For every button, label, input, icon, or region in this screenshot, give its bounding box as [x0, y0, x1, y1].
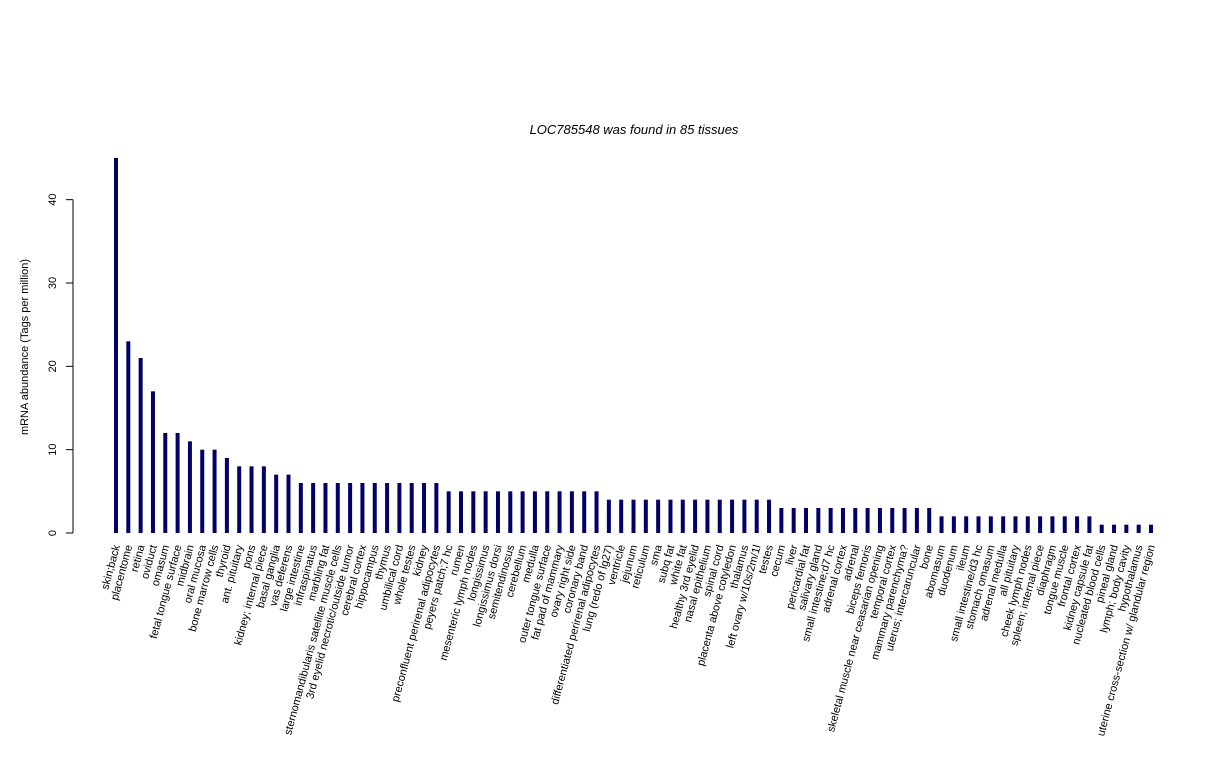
- bar: [877, 508, 882, 533]
- bar: [323, 483, 328, 533]
- bar: [594, 491, 599, 533]
- bar: [385, 483, 390, 533]
- bar: [224, 458, 229, 533]
- bar: [434, 483, 439, 533]
- bar: [951, 516, 956, 533]
- bar: [988, 516, 993, 533]
- bar: [286, 474, 291, 533]
- bar: [237, 466, 242, 533]
- bar: [890, 508, 895, 533]
- bar: [175, 433, 180, 533]
- bar: [865, 508, 870, 533]
- bar: [1062, 516, 1067, 533]
- bar: [1075, 516, 1080, 533]
- bar: [631, 499, 636, 533]
- bar: [126, 341, 131, 533]
- bar: [976, 516, 981, 533]
- bar: [311, 483, 316, 533]
- bar: [348, 483, 353, 533]
- y-tick-label: 30: [47, 277, 59, 289]
- bar: [187, 441, 192, 533]
- bar: [717, 499, 722, 533]
- bar: [779, 508, 784, 533]
- bar: [754, 499, 759, 533]
- bar: [114, 158, 118, 533]
- bar: [902, 508, 907, 533]
- bar: [397, 483, 402, 533]
- chart-title: LOC785548 was found in 85 tissues: [530, 122, 739, 137]
- bar: [150, 391, 155, 533]
- bar: [828, 508, 833, 533]
- bar: [459, 491, 463, 533]
- bar: [643, 499, 648, 533]
- bar: [606, 499, 611, 533]
- bar: [532, 491, 537, 533]
- bar: [840, 508, 845, 533]
- bar: [335, 483, 340, 533]
- bar: [656, 499, 661, 533]
- bar: [372, 483, 377, 533]
- bar: [668, 499, 673, 533]
- bar: [1099, 524, 1104, 533]
- bar: [495, 491, 500, 533]
- bar: [1149, 524, 1153, 533]
- y-tick-label: 20: [47, 360, 59, 372]
- bar: [730, 499, 735, 533]
- bar: [1112, 524, 1117, 533]
- bar: [212, 449, 217, 533]
- bar: [767, 499, 772, 533]
- bar: [422, 483, 427, 533]
- y-tick-label: 10: [47, 444, 59, 456]
- bar: [1001, 516, 1006, 533]
- bar: [360, 483, 365, 533]
- bar: [804, 508, 808, 533]
- bar: [791, 508, 796, 533]
- bar: [705, 499, 710, 533]
- bar: [508, 491, 513, 533]
- bar: [1050, 516, 1055, 533]
- bar: [557, 491, 562, 533]
- bar: [298, 483, 303, 533]
- y-tick-label: 40: [47, 194, 59, 206]
- y-axis-label: mRNA abundance (Tags per million): [19, 259, 31, 435]
- bar: [446, 491, 451, 533]
- bar: [1087, 516, 1092, 533]
- bar: [742, 499, 747, 533]
- bar: [545, 491, 550, 533]
- bar: [1124, 524, 1129, 533]
- bar: [816, 508, 821, 533]
- bar: [582, 491, 587, 533]
- bar: [1025, 516, 1030, 533]
- bar: [853, 508, 858, 533]
- bar: [409, 483, 414, 533]
- bar: [1136, 524, 1141, 533]
- bar: [249, 466, 254, 533]
- bar: [200, 449, 205, 533]
- bar: [138, 358, 143, 533]
- bar: [927, 508, 932, 533]
- bar: [1013, 516, 1018, 533]
- bar: [964, 516, 969, 533]
- bar: [261, 466, 266, 533]
- x-tick-label: sma: [648, 543, 665, 567]
- y-tick-label: 0: [47, 530, 59, 536]
- bar: [520, 491, 525, 533]
- bar: [1038, 516, 1043, 533]
- bar: [274, 474, 279, 533]
- bar: [569, 491, 574, 533]
- bar: [471, 491, 476, 533]
- bar: [483, 491, 488, 533]
- bar: [914, 508, 919, 533]
- bar: [939, 516, 944, 533]
- bar: [619, 499, 624, 533]
- bar: [163, 433, 168, 533]
- bar: [680, 499, 685, 533]
- bar: [693, 499, 698, 533]
- x-tick-label: liver: [784, 543, 801, 566]
